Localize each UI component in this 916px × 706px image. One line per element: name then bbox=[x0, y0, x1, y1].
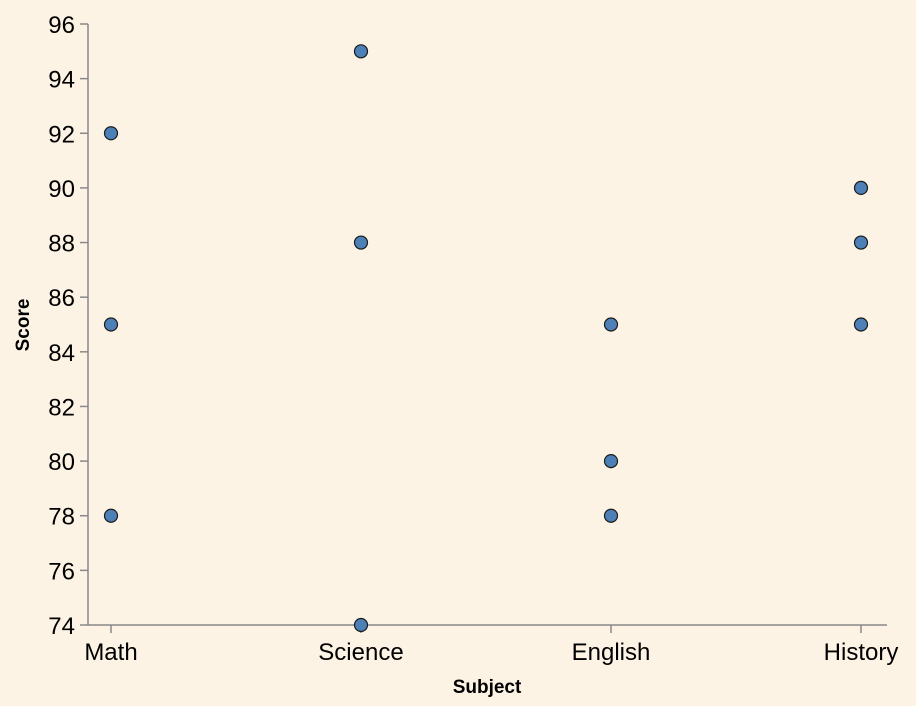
y-tick-label: 88 bbox=[48, 231, 75, 258]
data-points bbox=[103, 44, 869, 633]
y-ticks: 74 76 78 80 82 84 86 88 90 92 94 96 bbox=[48, 12, 88, 640]
y-tick-label: 80 bbox=[48, 449, 75, 476]
y-tick-label: 96 bbox=[48, 12, 75, 39]
y-tick-label: 86 bbox=[48, 285, 75, 312]
y-tick-label: 92 bbox=[48, 121, 75, 148]
y-tick-label: 84 bbox=[48, 340, 75, 367]
x-tick-label-history: History bbox=[824, 639, 899, 666]
data-point-history-90 bbox=[853, 180, 869, 196]
data-point-english-78 bbox=[603, 508, 619, 523]
x-ticks: Math Science English History bbox=[84, 625, 898, 666]
data-point-english-85 bbox=[603, 317, 619, 332]
y-tick-label: 82 bbox=[48, 394, 75, 421]
data-point-history-85 bbox=[853, 317, 869, 332]
x-tick-label-science: Science bbox=[318, 639, 403, 666]
y-tick-label: 74 bbox=[48, 613, 75, 640]
y-tick-label: 78 bbox=[48, 504, 75, 531]
y-tick-label: 90 bbox=[48, 176, 75, 203]
data-point-history-88 bbox=[853, 235, 869, 250]
y-axis-title: Score bbox=[13, 299, 34, 352]
data-point-science-88 bbox=[353, 235, 369, 250]
data-point-math-92 bbox=[103, 126, 119, 141]
data-point-math-78 bbox=[103, 508, 119, 523]
y-tick-label: 76 bbox=[48, 558, 75, 585]
x-axis-title: Subject bbox=[453, 677, 522, 698]
x-tick-label-math: Math bbox=[84, 639, 137, 666]
x-tick-label-english: English bbox=[572, 639, 651, 666]
data-point-science-95 bbox=[353, 44, 369, 59]
data-point-science-74 bbox=[353, 617, 369, 633]
data-point-math-85 bbox=[103, 317, 119, 332]
data-point-english-80 bbox=[603, 453, 619, 469]
y-tick-label: 94 bbox=[48, 67, 75, 94]
